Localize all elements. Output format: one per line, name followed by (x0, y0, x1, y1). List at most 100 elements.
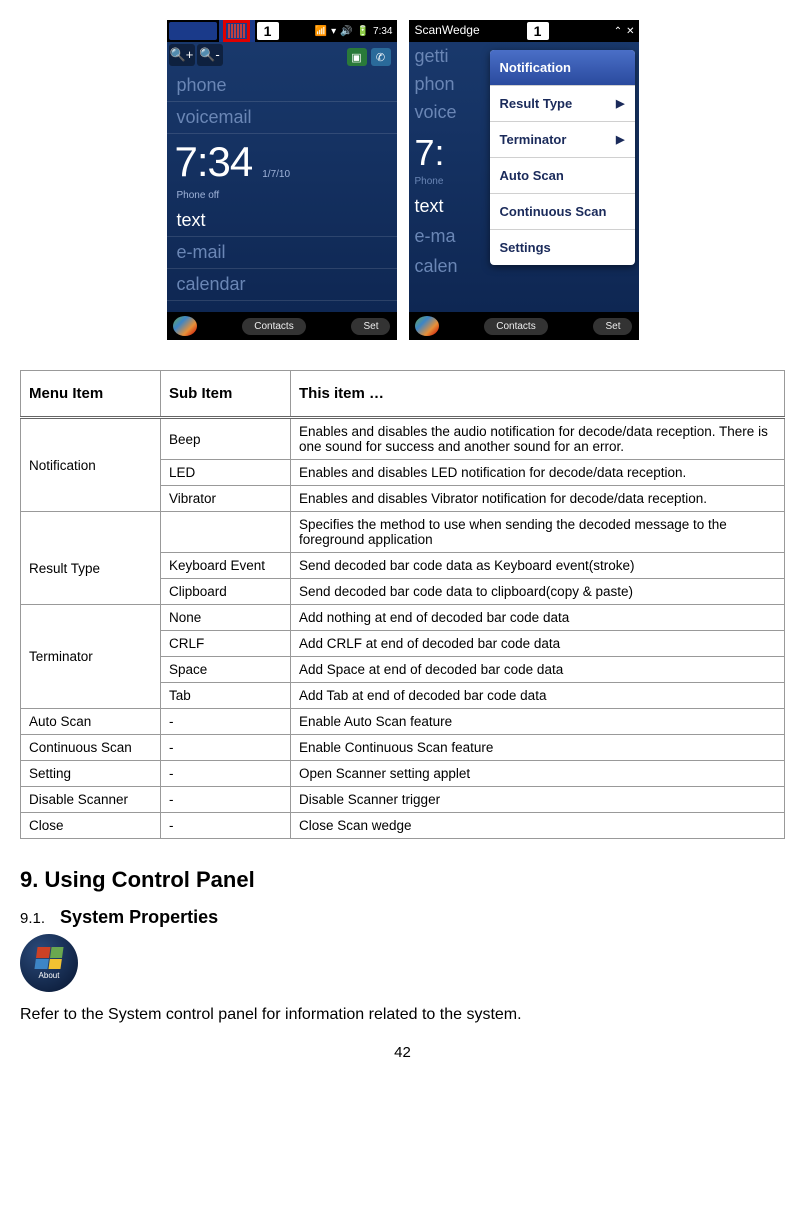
clock-date: 1/7/10 (262, 169, 290, 186)
table-row: Notification Beep Enables and disables t… (21, 418, 785, 460)
cell-desc: Enable Auto Scan feature (291, 709, 785, 735)
cell-desc: Enables and disables the audio notificat… (291, 418, 785, 460)
barcode-tile (219, 20, 255, 42)
cell-sub: - (161, 735, 291, 761)
bg-text: calen (415, 256, 458, 277)
status-tile (169, 22, 217, 40)
cell-sub: LED (161, 460, 291, 486)
table-row: Setting - Open Scanner setting applet (21, 761, 785, 787)
subsection-number: 9.1. (20, 910, 45, 927)
menu-label: Settings (500, 240, 551, 255)
cell-menu: Close (21, 813, 161, 839)
bg-text: getti (415, 46, 449, 67)
table-row: Close - Close Scan wedge (21, 813, 785, 839)
soft-bar: Contacts Set (409, 312, 639, 340)
subsection-heading: 9.1. System Properties (20, 907, 785, 928)
cell-desc: Enables and disables Vibrator notificati… (291, 486, 785, 512)
cell-menu: Disable Scanner (21, 787, 161, 813)
clock-time: 7:34 (175, 138, 253, 186)
phone-screenshot-left: 1 📶 ▾ 🔊 🔋 7:34 🔍+ 🔍- ▣ ✆ phone voicemail… (167, 20, 397, 340)
cell-sub: CRLF (161, 631, 291, 657)
signal-icon: 📶 (315, 26, 327, 37)
status-icons: 📶 ▾ 🔊 🔋 7:34 (315, 26, 393, 37)
menu-label: Notification (500, 60, 572, 75)
table-row: Continuous Scan - Enable Continuous Scan… (21, 735, 785, 761)
menu-label: Auto Scan (500, 168, 564, 183)
cell-menu: Continuous Scan (21, 735, 161, 761)
menu-item-notification: Notification (490, 50, 635, 86)
soft-button-left: Contacts (484, 318, 547, 335)
cell-sub: None (161, 605, 291, 631)
cell-menu: Setting (21, 761, 161, 787)
menu-item-settings: Settings (490, 230, 635, 265)
expand-icon: ⌃ (614, 26, 622, 37)
zoom-out-icon: 🔍- (197, 44, 223, 66)
menu-item-auto-scan: Auto Scan (490, 158, 635, 194)
soft-button-right: Set (593, 318, 632, 335)
cell-sub: Keyboard Event (161, 553, 291, 579)
cell-desc: Open Scanner setting applet (291, 761, 785, 787)
antenna-icon: ▾ (331, 26, 336, 37)
menu-reference-table: Menu Item Sub Item This item … Notificat… (20, 370, 785, 839)
chevron-right-icon: ▶ (616, 133, 624, 146)
cell-sub: Clipboard (161, 579, 291, 605)
subsection-title: System Properties (60, 907, 218, 927)
table-header: Sub Item (161, 371, 291, 418)
cell-desc: Specifies the method to use when sending… (291, 512, 785, 553)
tray-icons: ▣ ✆ (347, 48, 391, 66)
zoom-in-icon: 🔍+ (169, 44, 195, 66)
bg-text: Phone (415, 176, 444, 187)
tray-icon-1: ▣ (347, 48, 367, 66)
menu-item-continuous-scan: Continuous Scan (490, 194, 635, 230)
barcode-highlight (223, 20, 250, 42)
chevron-right-icon: ▶ (616, 97, 624, 110)
badge-one: 1 (257, 22, 279, 40)
bg-text: 7: (415, 132, 445, 174)
home-list: phone voicemail 7:34 1/7/10 Phone off te… (167, 70, 397, 301)
section-heading: 9. Using Control Panel (20, 867, 785, 893)
windows-flag-icon (34, 947, 63, 969)
tray-icon-2: ✆ (371, 48, 391, 66)
about-icon: About (20, 934, 78, 992)
cell-menu-label: Result Type (29, 561, 100, 576)
soft-button-left: Contacts (242, 318, 305, 335)
badge-one: 1 (527, 22, 549, 40)
cell-sub (161, 512, 291, 553)
phone-off-label: Phone off (167, 190, 397, 205)
table-row: Auto Scan - Enable Auto Scan feature (21, 709, 785, 735)
menu-label: Continuous Scan (500, 204, 607, 219)
scanwedge-menu: Notification Result Type ▶ Terminator ▶ … (490, 50, 635, 265)
bg-text: text (415, 196, 444, 217)
table-header: Menu Item (21, 371, 161, 418)
close-icon: ✕ (626, 26, 634, 37)
windows-icon (415, 316, 439, 336)
barcode-icon (228, 24, 245, 38)
cell-sub: Tab (161, 683, 291, 709)
status-icons: ⌃ ✕ (614, 26, 635, 37)
cell-desc: Add Tab at end of decoded bar code data (291, 683, 785, 709)
bg-text: voice (415, 102, 457, 123)
clock-text: 7:34 (373, 26, 392, 37)
zoom-controls: 🔍+ 🔍- (169, 44, 223, 66)
cell-sub: Vibrator (161, 486, 291, 512)
about-label: About (39, 971, 60, 980)
table-row: Terminator None Add nothing at end of de… (21, 605, 785, 631)
cell-menu: Terminator (21, 605, 161, 709)
home-item: phone (167, 70, 397, 102)
clock-row: 7:34 1/7/10 (167, 134, 397, 190)
menu-label: Terminator (500, 132, 567, 147)
cell-desc: Add nothing at end of decoded bar code d… (291, 605, 785, 631)
screenshots-row: 1 📶 ▾ 🔊 🔋 7:34 🔍+ 🔍- ▣ ✆ phone voicemail… (20, 20, 785, 340)
table-row: Disable Scanner - Disable Scanner trigge… (21, 787, 785, 813)
cell-desc: Add Space at end of decoded bar code dat… (291, 657, 785, 683)
cell-sub: - (161, 709, 291, 735)
cell-sub: - (161, 787, 291, 813)
phone-screenshot-right: ScanWedge 1 ⌃ ✕ getti phon voice 7: Phon… (409, 20, 639, 340)
cell-desc: Close Scan wedge (291, 813, 785, 839)
table-header: This item … (291, 371, 785, 418)
cell-sub: Space (161, 657, 291, 683)
menu-item-terminator: Terminator ▶ (490, 122, 635, 158)
table-row: Result Type Specifies the method to use … (21, 512, 785, 553)
bg-text: e-ma (415, 226, 456, 247)
cell-sub: Beep (161, 418, 291, 460)
